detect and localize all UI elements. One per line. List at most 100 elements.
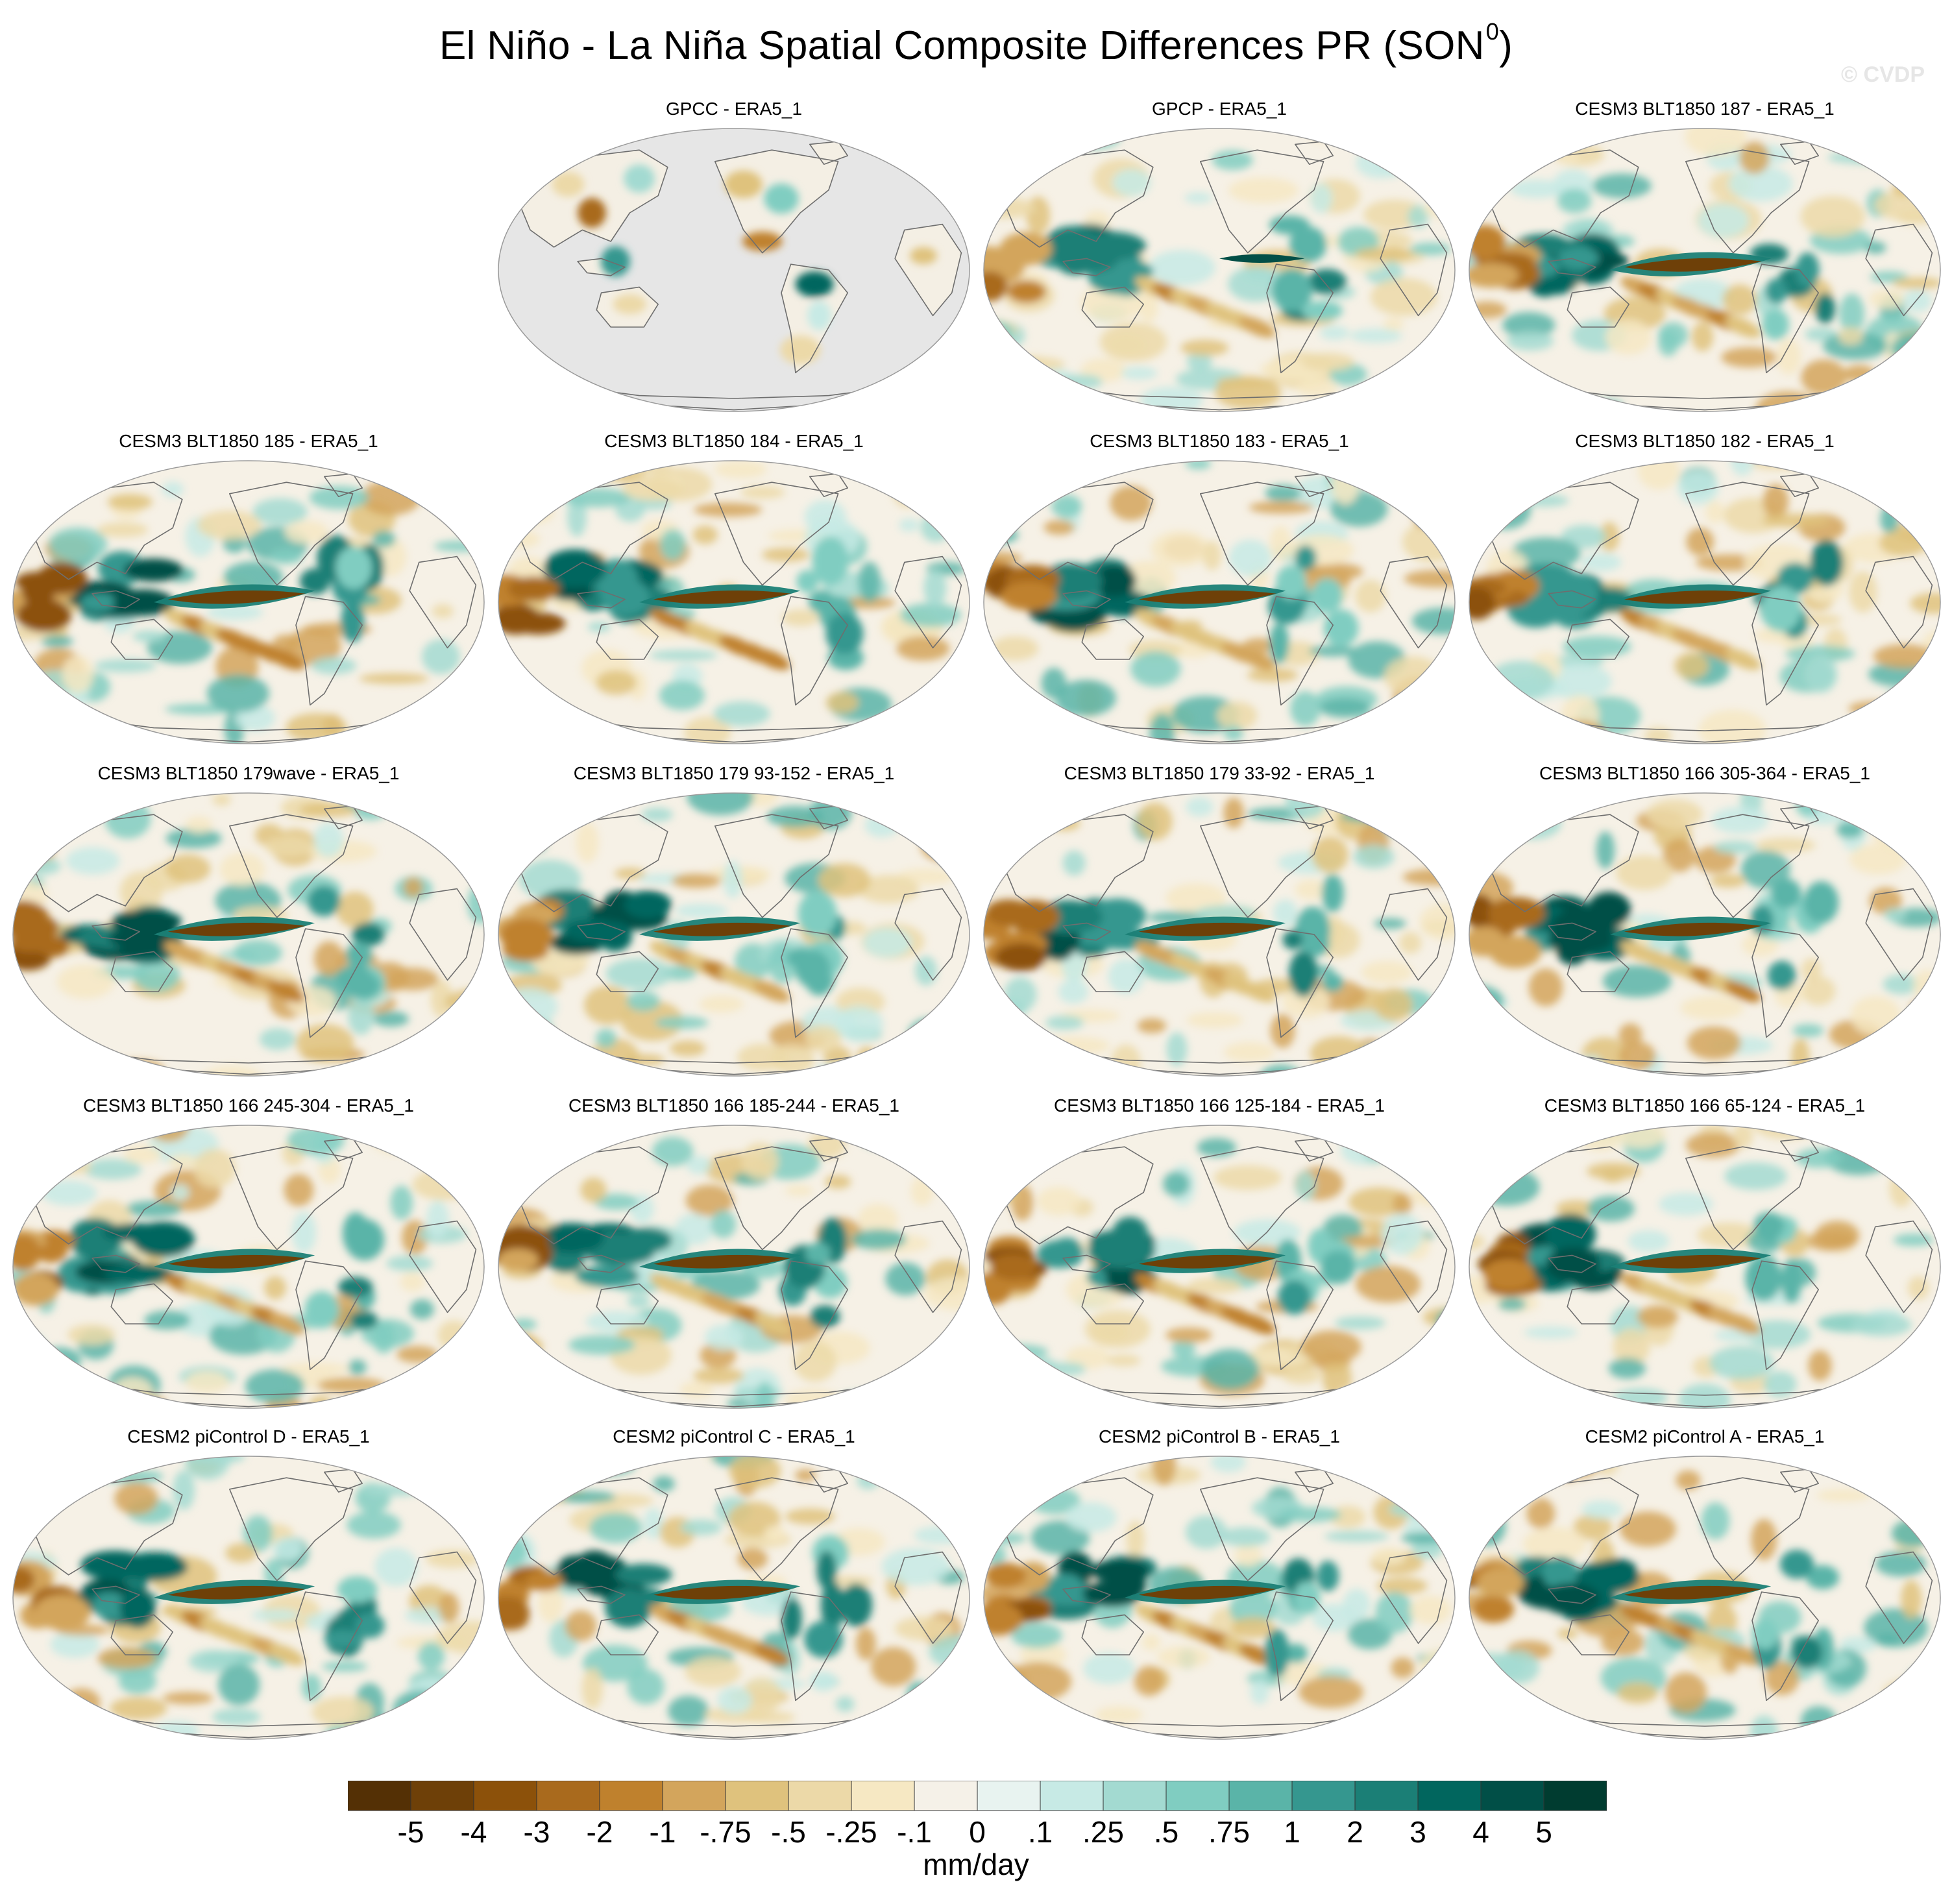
panel-title: CESM3 BLT1850 166 305-364 - ERA5_1 (1539, 763, 1870, 783)
colorbar-swatch (662, 1781, 726, 1811)
precipitation-map (12, 792, 485, 1077)
map-panel: CESM2 piControl C - ERA5_1 (497, 1426, 971, 1740)
map-panel: CESM3 BLT1850 179 33-92 - ERA5_1 (982, 763, 1456, 1077)
panel-title: CESM3 BLT1850 187 - ERA5_1 (1575, 99, 1835, 119)
colorbar-tick-label: -4 (460, 1815, 487, 1849)
panel-title: CESM3 BLT1850 166 245-304 - ERA5_1 (82, 1095, 414, 1116)
colorbar-swatch (536, 1781, 600, 1811)
precipitation-map (1469, 792, 1941, 1077)
colorbar-swatch (1040, 1781, 1104, 1811)
colorbar-tick-label: .1 (1027, 1815, 1053, 1849)
panel-title: CESM3 BLT1850 166 65-124 - ERA5_1 (1544, 1095, 1866, 1116)
map-panel: CESM3 BLT1850 166 185-244 - ERA5_1 (497, 1095, 971, 1410)
map-panel: CESM3 BLT1850 166 305-364 - ERA5_1 (1468, 763, 1942, 1077)
colorbar-tick-label: 2 (1347, 1815, 1363, 1849)
panel-title: CESM2 piControl B - ERA5_1 (1099, 1426, 1340, 1446)
precipitation-map (12, 1456, 485, 1740)
colorbar-swatch (851, 1781, 915, 1811)
colorbar-swatch (788, 1781, 852, 1811)
colorbar-tick-label: 5 (1535, 1815, 1552, 1849)
map-panel: CESM2 piControl A - ERA5_1 (1468, 1426, 1942, 1740)
panel-title: CESM3 BLT1850 183 - ERA5_1 (1090, 431, 1349, 451)
precipitation-map (12, 460, 485, 744)
colorbar-tick-label: -.75 (700, 1815, 751, 1849)
map-panel: CESM2 piControl B - ERA5_1 (982, 1426, 1456, 1740)
colorbar-swatch (473, 1781, 537, 1811)
precipitation-map (1469, 1456, 1941, 1740)
colorbar-swatch (1354, 1781, 1419, 1811)
colorbar-tick-label: 1 (1284, 1815, 1300, 1849)
precipitation-map (498, 128, 970, 412)
map-panel: CESM3 BLT1850 187 - ERA5_1 (1468, 99, 1942, 413)
panel-title: CESM2 piControl D - ERA5_1 (127, 1426, 370, 1446)
figure-title-text: El Niño - La Niña Spatial Composite Diff… (439, 23, 1485, 68)
colorbar-tick-label: 4 (1472, 1815, 1489, 1849)
colorbar-swatch (1103, 1781, 1167, 1811)
map-panel: CESM3 BLT1850 166 125-184 - ERA5_1 (982, 1095, 1456, 1410)
figure-title-superscript: 0 (1485, 18, 1500, 45)
map-panel: CESM2 piControl D - ERA5_1 (12, 1426, 485, 1740)
precipitation-map (498, 1125, 970, 1409)
precipitation-map (983, 128, 1456, 412)
colorbar-swatch (1228, 1781, 1293, 1811)
panel-title: CESM2 piControl A - ERA5_1 (1585, 1426, 1825, 1446)
colorbar-swatch (1291, 1781, 1356, 1811)
map-panel: CESM3 BLT1850 185 - ERA5_1 (12, 431, 485, 745)
colorbar-tick-label: 0 (969, 1815, 986, 1849)
colorbar-swatch (410, 1781, 474, 1811)
precipitation-map (983, 460, 1456, 744)
colorbar-tick-label: -.1 (897, 1815, 932, 1849)
panel-title: CESM3 BLT1850 182 - ERA5_1 (1575, 431, 1835, 451)
panel-title: CESM3 BLT1850 166 185-244 - ERA5_1 (568, 1095, 899, 1116)
panel-title: CESM3 BLT1850 179wave - ERA5_1 (97, 763, 400, 783)
colorbar-swatch (914, 1781, 978, 1811)
map-panel: GPCP - ERA5_1 (982, 99, 1456, 413)
colorbar-swatch (1165, 1781, 1230, 1811)
panel-title: CESM2 piControl C - ERA5_1 (613, 1426, 855, 1446)
colorbar-swatch (1543, 1781, 1607, 1811)
precipitation-map (498, 1456, 970, 1740)
cvdp-watermark: © CVDP (1841, 62, 1925, 87)
colorbar-swatch (348, 1781, 411, 1811)
panel-title: CESM3 BLT1850 184 - ERA5_1 (604, 431, 864, 451)
colorbar-swatch (977, 1781, 1041, 1811)
panel-title: CESM3 BLT1850 166 125-184 - ERA5_1 (1053, 1095, 1385, 1116)
map-panel: CESM3 BLT1850 184 - ERA5_1 (497, 431, 971, 745)
colorbar-tick-label: -.5 (771, 1815, 806, 1849)
figure-title-close: ) (1499, 23, 1513, 68)
map-panel: CESM3 BLT1850 179 93-152 - ERA5_1 (497, 763, 971, 1077)
precipitation-map (983, 792, 1456, 1077)
colorbar-units: mm/day (923, 1848, 1029, 1881)
colorbar-tick-label: .25 (1082, 1815, 1124, 1849)
precipitation-map (983, 1456, 1456, 1740)
panel-title: GPCP - ERA5_1 (1151, 99, 1287, 119)
colorbar-swatch (1417, 1781, 1482, 1811)
panel-title: CESM3 BLT1850 179 33-92 - ERA5_1 (1064, 763, 1375, 783)
panel-title: CESM3 BLT1850 179 93-152 - ERA5_1 (573, 763, 895, 783)
colorbar-swatch (1480, 1781, 1544, 1811)
panel-title: GPCC - ERA5_1 (665, 99, 803, 119)
colorbar-tick-label: .5 (1153, 1815, 1179, 1849)
figure-title: El Niño - La Niña Spatial Composite Diff… (0, 18, 1952, 69)
precipitation-map (12, 1125, 485, 1409)
precipitation-map (1469, 460, 1941, 744)
colorbar-tick-label: -3 (523, 1815, 550, 1849)
precipitation-map (1469, 1125, 1941, 1409)
precipitation-map (498, 460, 970, 744)
colorbar-tick-label: -5 (397, 1815, 424, 1849)
colorbar-swatch (599, 1781, 663, 1811)
map-panel: CESM3 BLT1850 179wave - ERA5_1 (12, 763, 485, 1077)
map-panel: CESM3 BLT1850 166 65-124 - ERA5_1 (1468, 1095, 1942, 1410)
precipitation-map (983, 1125, 1456, 1409)
map-panel: CESM3 BLT1850 182 - ERA5_1 (1468, 431, 1942, 745)
colorbar-tick-label: .75 (1208, 1815, 1250, 1849)
panel-title: CESM3 BLT1850 185 - ERA5_1 (119, 431, 378, 451)
precipitation-map (498, 792, 970, 1077)
colorbar-tick-label: -1 (649, 1815, 676, 1849)
colorbar-tick-label: -.25 (825, 1815, 877, 1849)
colorbar-tick-label: -2 (586, 1815, 613, 1849)
colorbar (348, 1781, 1607, 1811)
map-panel: GPCC - ERA5_1 (497, 99, 971, 413)
map-panel: CESM3 BLT1850 183 - ERA5_1 (982, 431, 1456, 745)
colorbar-tick-label: 3 (1409, 1815, 1426, 1849)
